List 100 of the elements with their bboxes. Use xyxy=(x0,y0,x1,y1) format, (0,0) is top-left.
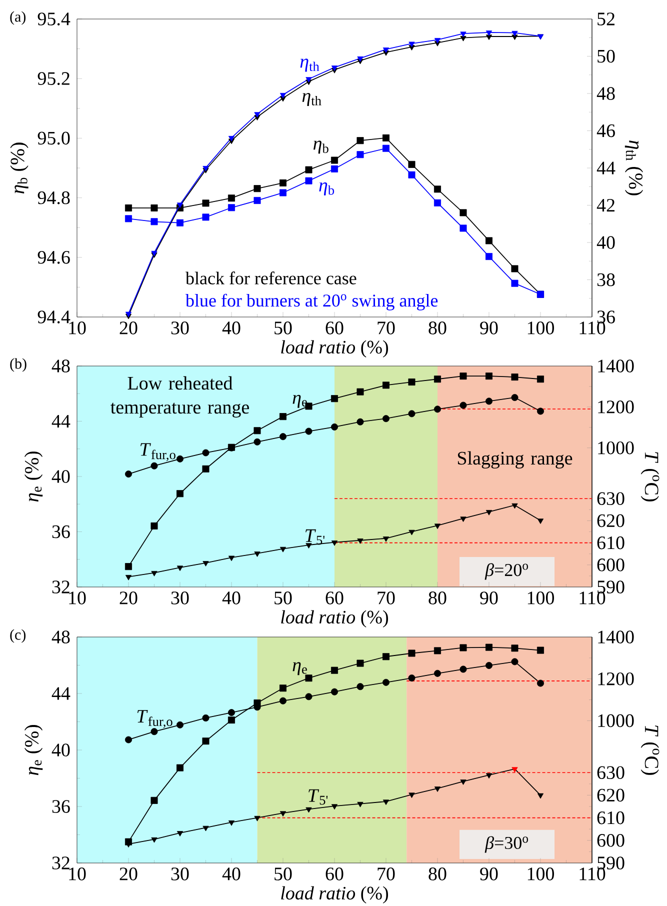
series-label: T$_{5'}$ xyxy=(308,789,328,805)
y2-tick-label: 1200 xyxy=(598,672,634,686)
y3-tick-label: 610 xyxy=(597,536,624,550)
y3-tick-label: 600 xyxy=(597,834,624,847)
y2-tick-label: 44 xyxy=(596,162,616,174)
y2-tick-label: 1000 xyxy=(598,714,634,728)
y-tick-label: 36 xyxy=(52,525,70,538)
series-label: T$_{fur,o}$ xyxy=(137,710,172,728)
y3-tick-label: 590 xyxy=(598,856,624,870)
x-tick-label: 30 xyxy=(171,322,189,334)
y3-tick-label: 590 xyxy=(598,580,624,594)
x-tick-label: 60 xyxy=(326,868,344,880)
y-tick-label: 94.6 xyxy=(38,250,70,264)
y2-tick-label: 1000 xyxy=(598,441,634,454)
chart-title: (a) xyxy=(10,11,26,25)
x-tick-label: 110 xyxy=(580,592,606,604)
y2-tick-label: 1200 xyxy=(598,400,634,414)
x-tick-label: 80 xyxy=(428,592,446,604)
y-tick-label: 40 xyxy=(52,744,70,756)
x-axis-title: load ratio (%) xyxy=(281,340,388,358)
y2-tick-label: 42 xyxy=(596,198,614,212)
y2-axis-title: T ($^{o}$C) xyxy=(640,452,660,502)
y-tick-label: 40 xyxy=(52,470,70,483)
y3-tick-label: 600 xyxy=(597,558,624,572)
series-label: η$_{th}$ xyxy=(302,92,322,106)
x-tick-label: 50 xyxy=(274,322,292,334)
y2-tick-label: 1400 xyxy=(598,630,634,644)
y2-tick-label: 1400 xyxy=(598,360,634,372)
y-axis-title: η$_{b}$ (%) xyxy=(10,142,28,194)
y-tick-label: 95.2 xyxy=(38,72,70,86)
x-tick-label: 40 xyxy=(222,322,240,334)
x-tick-label: 10 xyxy=(69,322,86,334)
x-tick-label: 100 xyxy=(528,322,554,334)
annotation: blue for burners at 20$^{o}$ swing angle xyxy=(186,294,438,310)
x-tick-label: 100 xyxy=(528,868,554,880)
y3-tick-label: 630 xyxy=(597,492,624,506)
y-tick-label: 48 xyxy=(52,630,70,644)
x-tick-label: 100 xyxy=(528,592,554,604)
band-label: Low reheated temperature range xyxy=(110,376,249,418)
band-label: Slagging range xyxy=(458,451,572,469)
y2-tick-label: 52 xyxy=(598,12,614,26)
series-label: η$_{th}$ xyxy=(300,58,320,72)
y-tick-label: 48 xyxy=(52,360,70,372)
x-tick-label: 80 xyxy=(428,868,446,880)
annotation: black for reference case xyxy=(186,272,356,284)
y2-tick-label: 36 xyxy=(597,310,615,324)
x-tick-label: 50 xyxy=(274,868,292,880)
x-tick-label: 20 xyxy=(120,322,138,334)
x-tick-label: 20 xyxy=(120,592,138,604)
y-tick-label: 94.4 xyxy=(38,310,70,324)
y3-tick-label: 620 xyxy=(597,514,624,528)
chart-title: (b) xyxy=(10,358,26,372)
y-tick-label: 44 xyxy=(52,415,70,428)
x-tick-label: 60 xyxy=(326,592,344,604)
y-tick-label: 44 xyxy=(52,687,70,700)
y3-tick-label: 610 xyxy=(597,811,624,824)
x-axis-title: load ratio (%) xyxy=(281,610,388,628)
y3-tick-label: 620 xyxy=(597,788,624,802)
y2-tick-label: 38 xyxy=(597,273,615,286)
y3-tick-label: 630 xyxy=(597,766,624,780)
y-tick-label: 32 xyxy=(52,856,70,870)
x-tick-label: 110 xyxy=(580,322,606,334)
series-label: η$_{b}$ xyxy=(313,140,328,154)
x-tick-label: 60 xyxy=(326,322,344,334)
x-tick-label: 110 xyxy=(580,868,606,880)
x-tick-label: 30 xyxy=(171,868,189,880)
x-tick-label: 90 xyxy=(480,592,498,604)
annotation: β=30$^{o}$ xyxy=(484,836,528,853)
y2-tick-label: 50 xyxy=(598,50,615,63)
y-tick-label: 95.0 xyxy=(38,132,70,145)
series-label: η$_{e}$ xyxy=(292,662,307,676)
x-tick-label: 10 xyxy=(69,592,86,604)
x-tick-label: 30 xyxy=(171,592,189,604)
x-tick-label: 90 xyxy=(480,322,498,334)
y-tick-label: 95.4 xyxy=(38,12,70,26)
x-tick-label: 40 xyxy=(222,592,240,604)
chart-title: (c) xyxy=(10,629,26,643)
y-tick-label: 94.8 xyxy=(38,191,70,204)
y-axis-title: η$_{e}$ (%) xyxy=(24,452,43,502)
x-tick-label: 90 xyxy=(480,868,498,880)
y2-tick-label: 48 xyxy=(596,87,615,100)
y-axis-title: η$_{e}$ (%) xyxy=(24,725,43,776)
x-tick-label: 70 xyxy=(378,868,395,880)
y2-tick-label: 40 xyxy=(596,236,615,249)
x-tick-label: 40 xyxy=(222,868,240,880)
y-tick-label: 32 xyxy=(52,580,70,594)
y-tick-label: 36 xyxy=(52,800,70,813)
series-label: η$_{b}$ xyxy=(319,182,334,196)
y2-axis-title: η$_{th}$ (%) xyxy=(624,140,644,196)
x-tick-label: 70 xyxy=(378,592,395,604)
y2-axis-title: T ($^{o}$C) xyxy=(640,726,660,775)
x-tick-label: 10 xyxy=(69,868,86,880)
x-tick-label: 70 xyxy=(378,322,395,334)
x-tick-label: 80 xyxy=(428,322,446,334)
x-axis-title: load ratio (%) xyxy=(281,886,388,904)
series-label: T$_{fur,o}$ xyxy=(140,443,176,462)
x-tick-label: 20 xyxy=(120,868,138,880)
annotation: β=20$^{o}$ xyxy=(484,563,528,580)
x-tick-label: 50 xyxy=(274,592,292,604)
y2-tick-label: 46 xyxy=(596,124,615,138)
